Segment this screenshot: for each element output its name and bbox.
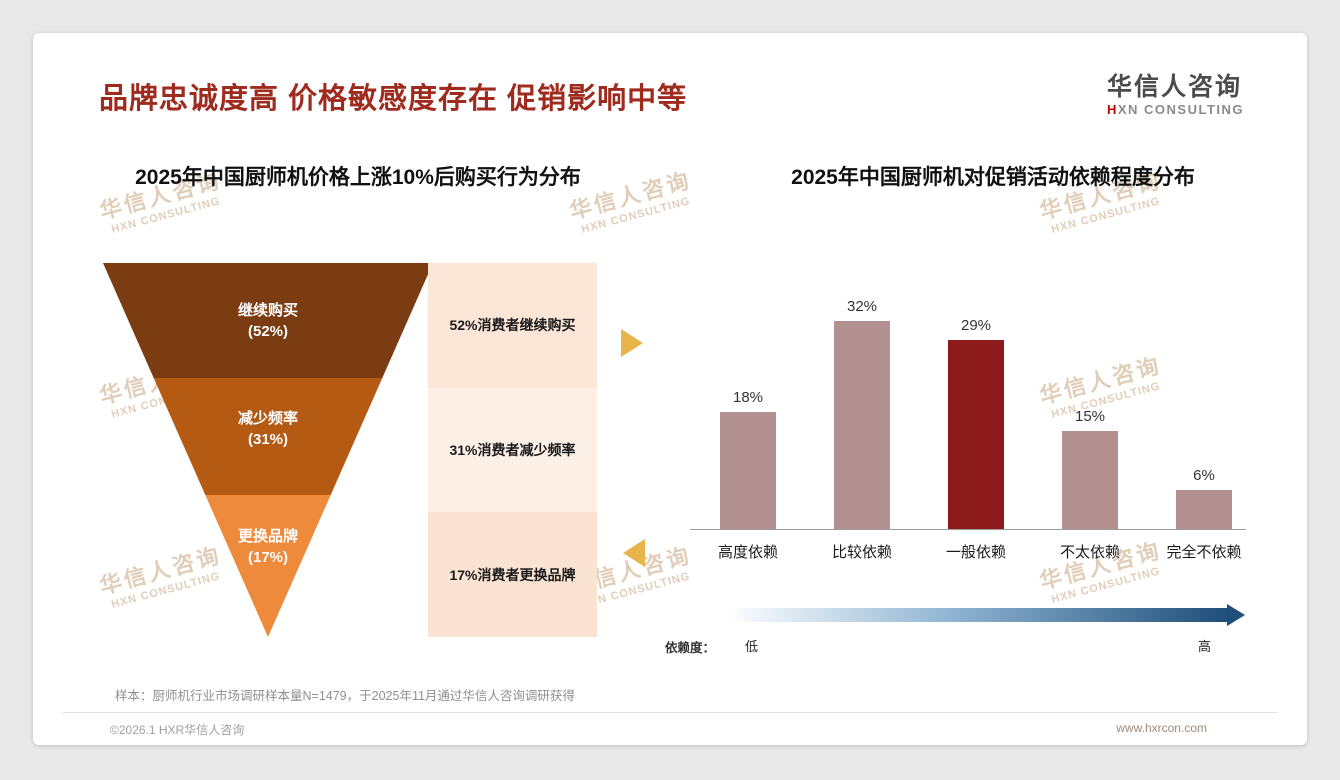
brand-logo-en-rest: XN CONSULTING [1117,102,1244,117]
bar-column-5: 6% [1176,467,1232,529]
funnel-chart: 继续购买 (52%) 减少频率 (31%) 更换品牌 (17%) [103,263,433,637]
footer-website: www.hxrcon.com [1116,721,1207,735]
funnel-label-1: 继续购买 (52%) [103,300,433,342]
arrow-right-icon [621,329,643,357]
brand-logo: 华信人咨询 HXN CONSULTING [1107,73,1244,118]
category-label-4-text: 不太依赖 [1059,544,1121,561]
category-label-4: 不太依赖 [1059,541,1121,561]
bar-3 [948,340,1004,529]
funnel-label-1-pct: (52%) [247,323,288,340]
bar-1 [720,412,776,529]
bar-value-label-1: 18% [732,389,764,406]
slide-card: 华信人咨询 HXN CONSULTING 华信人咨询 HXN CONSULTING 华信… [33,33,1307,745]
sample-footnote: 样本：厨师机行业市场调研样本量N=1479，于2025年11月通过华信人咨询调研… [115,689,575,703]
arrow-left-icon [623,539,645,567]
footer-divider [63,712,1277,713]
slide-content: 品牌忠诚度高 价格敏感度存在 促销影响中等 华信人咨询 HXN CONSULTI… [33,33,1307,745]
axis-low-label: 低 [745,639,759,654]
category-label-2-text: 比较依赖 [831,544,893,561]
axis-high-label: 高 [1198,639,1212,654]
bar-column-2: 32% [834,298,890,529]
brand-logo-en-accent: H [1106,102,1118,117]
dependency-gradient-arrow [725,604,1245,626]
funnel-note-2-text: 31%消费者减少频率 [449,442,576,458]
funnel-segment-1 [103,263,433,378]
bar-value-label-2: 32% [846,298,878,315]
funnel-chart-title: 2025年中国厨师机价格上涨10%后购买行为分布 [135,166,581,189]
funnel-segment-3 [205,495,331,637]
brand-logo-en: HXN CONSULTING [1107,101,1244,118]
category-label-1-text: 高度依赖 [717,544,779,561]
funnel-label-3-name: 更换品牌 [237,528,298,545]
funnel-note-2: 31%消费者减少频率 [428,387,597,513]
category-label-1: 高度依赖 [717,541,779,561]
bar-5 [1176,490,1232,529]
funnel-note-1: 52%消费者继续购买 [428,263,597,388]
gradient-shaft [725,608,1229,622]
funnel-note-3-text: 17%消费者更换品牌 [449,566,576,583]
category-label-5-text: 完全不依赖 [1166,544,1242,561]
category-label-2: 比较依赖 [831,541,893,561]
funnel-shape [103,263,433,637]
gradient-arrow-head-icon [1227,604,1245,626]
bar-2 [834,321,890,529]
bar-value-label-3: 29% [960,317,992,334]
funnel-label-2-name: 减少频率 [237,410,298,427]
funnel-label-3-pct: (17%) [247,549,288,566]
axis-note-label: 依赖度： [665,641,716,655]
bar-chart-plot: 18% 32% 29% 15% 6% [690,298,1246,530]
bar-chart-category-axis: 高度依赖 比较依赖 一般依赖 不太依赖 完全不依赖 [690,541,1246,561]
brand-logo-cn: 华信人咨询 [1106,73,1242,101]
category-label-5: 完全不依赖 [1166,541,1241,561]
bar-value-label-5: 6% [1193,467,1215,484]
bar-4 [1062,431,1118,529]
funnel-note-1-text: 52%消费者继续购买 [449,317,576,334]
footer-copyright: ©2026.1 HXR华信人咨询 [110,723,245,737]
funnel-notes-panel: 52%消费者继续购买 31%消费者减少频率 17%消费者更换品牌 [428,263,597,638]
bar-chart-title: 2025年中国厨师机对促销活动依赖程度分布 [791,166,1195,189]
category-label-3-text: 一般依赖 [945,544,1007,561]
bar-column-4: 15% [1062,408,1118,529]
funnel-label-2: 减少频率 (31%) [103,408,433,450]
page-title: 品牌忠诚度高 价格敏感度存在 促销影响中等 [99,83,688,115]
funnel-label-2-pct: (31%) [247,431,288,448]
funnel-segment-2 [153,378,383,495]
bar-column-1: 18% [720,389,776,529]
bar-column-3: 29% [948,317,1004,529]
bar-value-label-4: 15% [1074,408,1106,425]
funnel-label-1-name: 继续购买 [237,302,298,319]
funnel-note-3: 17%消费者更换品牌 [428,512,597,638]
category-label-3: 一般依赖 [945,541,1007,561]
funnel-label-3: 更换品牌 (17%) [103,526,433,568]
